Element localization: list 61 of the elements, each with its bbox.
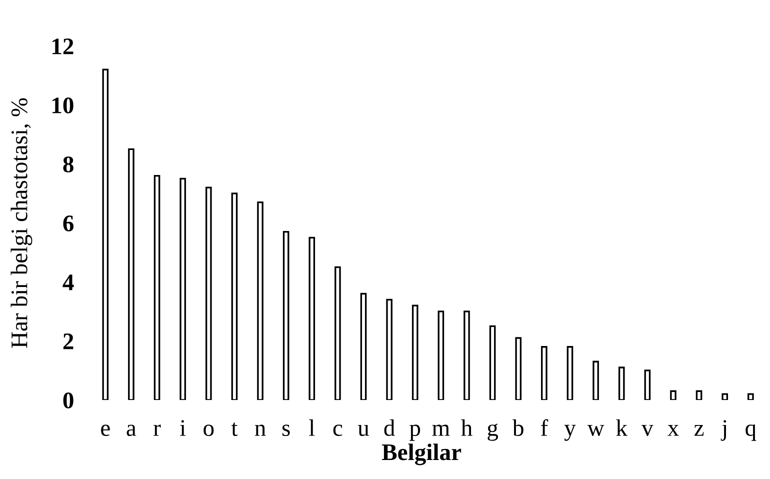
x-tick-label: o [204,424,214,436]
bar [412,304,418,400]
y-tick-label: 2 [63,334,74,350]
x-tick-label: z [694,424,704,436]
x-tick-label: f [540,419,548,436]
bar [205,186,212,400]
x-tick-label: e [101,424,110,436]
bar [464,310,470,400]
bar [644,370,651,400]
bar [128,148,134,400]
x-tick-label: t [231,422,238,436]
y-tick-label: 4 [62,274,74,290]
x-axis-title: Belgilar [382,444,462,466]
x-tick-label: n [254,424,266,436]
bar [360,292,367,400]
bar [102,68,109,400]
bar [541,346,548,400]
x-tick-label: g [488,424,498,441]
x-tick-label: r [154,424,161,436]
x-tick-label: d [384,419,395,436]
bar [154,174,160,400]
x-tick-label: k [616,419,628,436]
x-tick-label: y [564,424,576,441]
bar [334,266,341,400]
y-tick-label: 12 [52,38,74,54]
y-tick-label: 6 [63,216,74,232]
bar [489,325,496,400]
x-tick-label: i [180,420,186,436]
bar [722,393,728,400]
x-tick-label: h [461,419,472,436]
x-tick-label: l [309,419,315,436]
bar [282,230,290,400]
bar [566,346,574,400]
bar [386,298,392,400]
x-tick-label: c [333,424,342,436]
x-tick-label: j [720,420,726,441]
y-tick-label: 0 [63,392,74,408]
x-tick-label: s [282,424,290,436]
bar [515,337,522,400]
y-tick-label: 8 [63,156,74,172]
x-tick-label: v [642,424,654,436]
y-axis-title: Har bir belgi chastotasi, % [10,98,32,348]
bar [748,393,754,400]
bar [670,390,676,400]
bar [438,310,444,400]
bar [696,390,702,400]
bar [231,192,238,400]
x-tick-label: x [668,424,679,436]
x-tick-label: p [410,424,420,441]
y-tick-label: 10 [52,97,74,114]
x-tick-label: w [587,424,604,436]
bar [592,360,599,400]
x-tick-label: m [432,424,450,436]
bar [257,201,264,400]
bar [180,178,186,400]
x-tick-label: u [358,424,369,436]
bar [618,366,625,400]
x-tick-label: a [126,424,136,436]
x-tick-label: b [512,419,524,436]
x-tick-label: q [746,424,756,441]
bar [308,236,316,400]
